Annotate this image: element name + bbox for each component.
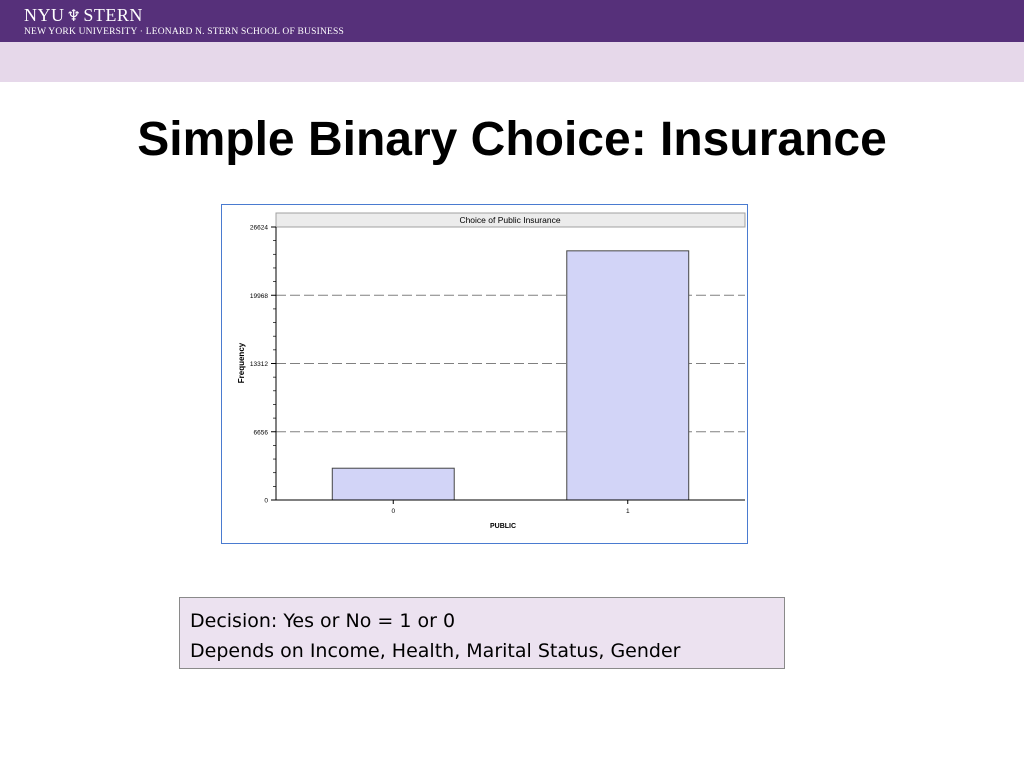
torch-icon: ♆ [66,8,82,25]
x-axis-label: PUBLIC [490,523,516,530]
header-bar: NYU ♆ STERN NEW YORK UNIVERSITY · LEONARD … [0,0,1024,42]
chart-title: Choice of Public Insurance [459,215,560,225]
chart-frame: Choice of Public Insurance Frequency PUB… [221,204,748,544]
bar-chart: Choice of Public Insurance Frequency PUB… [224,207,746,541]
y-tick-label: 19968 [250,293,268,300]
chart-title-bar [275,212,746,228]
logo-text-stern: STERN [83,5,143,25]
x-tick-label: 0 [391,508,395,515]
note-box: Decision: Yes or No = 1 or 0 Depends on … [179,597,785,669]
logo-text-nyu: NYU [24,5,65,25]
x-tick-label: 1 [626,508,630,515]
y-tick-label: 26624 [250,225,268,232]
y-tick-label: 6656 [254,429,269,436]
note-line-2: Depends on Income, Health, Marital Statu… [190,640,681,662]
bar-1 [566,250,690,501]
header-subbar [0,42,1024,82]
y-tick-label: 13312 [250,361,268,368]
logo-subtitle: NEW YORK UNIVERSITY · LEONARD N. STERN S… [24,27,344,37]
note-line-1: Decision: Yes or No = 1 or 0 [190,610,456,632]
y-tick-label: 0 [264,498,268,505]
bar-0 [331,467,455,501]
nyu-stern-logo: NYU ♆ STERN [24,5,143,26]
slide-title: Simple Binary Choice: Insurance [137,113,887,166]
y-axis-label: Frequency [237,342,246,383]
